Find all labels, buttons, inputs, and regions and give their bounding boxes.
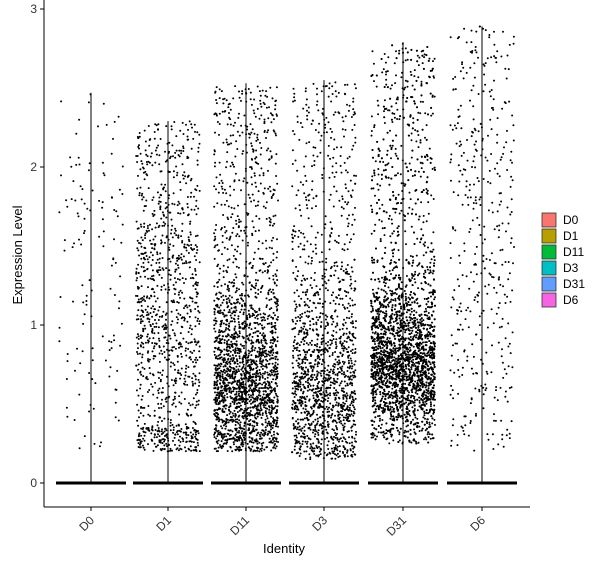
axes-layer — [43, 0, 530, 508]
y-tick-label: 1 — [30, 318, 37, 332]
legend-swatch — [541, 292, 557, 308]
legend-item-D0: D0 — [541, 212, 579, 228]
legend-item-D11: D11 — [541, 244, 584, 260]
legend-swatch — [541, 244, 557, 260]
violins-layer — [90, 26, 483, 483]
x-tick-label: D6 — [467, 513, 488, 534]
y-axis-title: Expression Level — [10, 205, 25, 304]
x-tick-label: D31 — [384, 513, 410, 539]
jitter-points-D3 — [289, 81, 359, 485]
jitter-points-layer — [56, 25, 517, 485]
legend-label: D31 — [563, 277, 585, 291]
jitter-points-D31 — [368, 42, 438, 485]
legend-item-D31: D31 — [541, 276, 585, 292]
legend-label: D11 — [563, 245, 584, 259]
legend-swatch — [541, 260, 557, 276]
legend-label: D6 — [563, 293, 579, 307]
x-tick-label: D11 — [227, 513, 252, 538]
x-tick-label: D1 — [153, 513, 174, 534]
legend-item-D6: D6 — [541, 292, 579, 308]
legend: D0 D1 D11 D3 D31 D6 — [541, 212, 585, 308]
y-tick-label: 3 — [30, 2, 37, 16]
legend-item-D3: D3 — [541, 260, 579, 276]
legend-label: D0 — [563, 213, 579, 227]
legend-swatch — [541, 276, 557, 292]
legend-item-D1: D1 — [541, 228, 579, 244]
jitter-points-D11 — [211, 85, 281, 485]
legend-swatch — [541, 212, 557, 228]
x-ticks-layer: D0 D1 D11 D3 D31 D6 — [76, 507, 488, 539]
x-tick-label: D3 — [309, 513, 330, 534]
y-tick-label: 2 — [30, 160, 37, 174]
legend-label: D3 — [563, 261, 579, 275]
legend-swatch — [541, 228, 557, 244]
y-ticks-layer: 0 1 2 3 — [30, 2, 44, 490]
x-tick-label: D0 — [76, 513, 97, 534]
legend-label: D1 — [563, 229, 579, 243]
x-axis-title: Identity — [263, 541, 305, 556]
y-tick-label: 0 — [30, 476, 37, 490]
